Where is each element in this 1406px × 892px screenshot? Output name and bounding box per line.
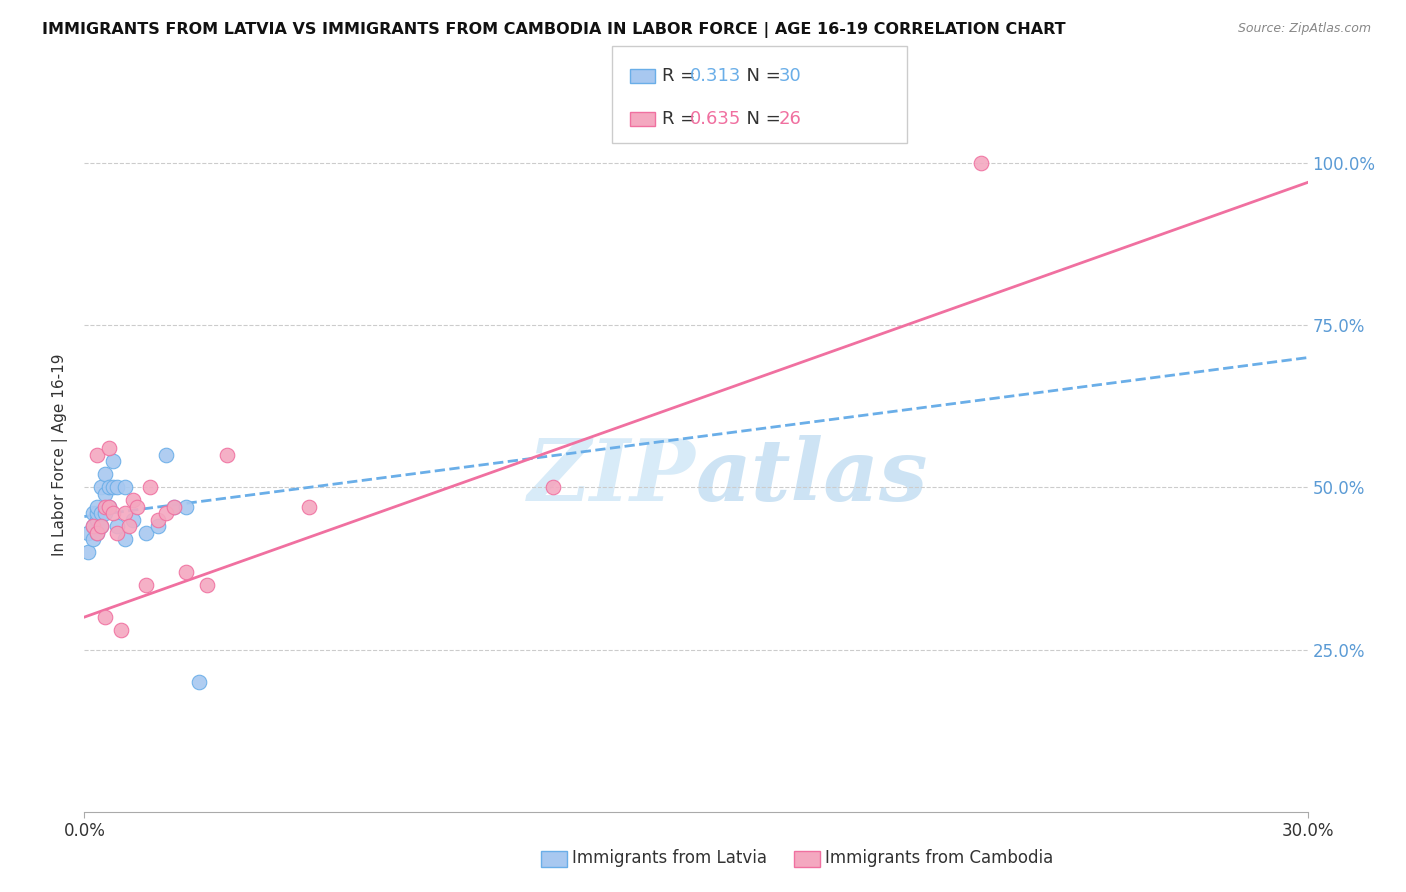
- Point: [90, 480, 112, 494]
- Text: R =: R =: [662, 110, 702, 128]
- Point: [970, 156, 993, 170]
- Point: [82, 533, 104, 547]
- Text: N =: N =: [735, 110, 787, 128]
- Text: Immigrants from Cambodia: Immigrants from Cambodia: [825, 849, 1053, 867]
- Text: R =: R =: [662, 67, 702, 85]
- Text: atlas: atlas: [696, 434, 928, 518]
- Text: 30: 30: [779, 67, 801, 85]
- Point: [93, 467, 117, 482]
- Text: 0.635: 0.635: [690, 110, 742, 128]
- Point: [101, 454, 124, 468]
- Point: [114, 480, 136, 494]
- Point: [138, 480, 160, 494]
- Point: [97, 500, 120, 514]
- Point: [93, 500, 117, 514]
- Point: [195, 577, 218, 591]
- Point: [155, 448, 177, 462]
- Point: [97, 500, 120, 514]
- Text: N =: N =: [735, 67, 787, 85]
- Point: [97, 442, 120, 456]
- Point: [146, 513, 169, 527]
- Point: [114, 533, 136, 547]
- Point: [155, 506, 177, 520]
- Point: [97, 480, 120, 494]
- Point: [86, 448, 108, 462]
- Point: [105, 519, 128, 533]
- Point: [90, 519, 112, 533]
- Point: [82, 519, 104, 533]
- Text: Immigrants from Latvia: Immigrants from Latvia: [572, 849, 768, 867]
- Point: [82, 519, 104, 533]
- Point: [93, 506, 117, 520]
- Point: [122, 513, 145, 527]
- Point: [187, 675, 209, 690]
- Point: [86, 513, 108, 527]
- Point: [543, 480, 565, 494]
- Point: [77, 545, 100, 559]
- Point: [122, 493, 145, 508]
- Point: [86, 525, 108, 540]
- Point: [135, 577, 157, 591]
- Point: [93, 610, 117, 624]
- Point: [163, 500, 186, 514]
- Point: [105, 525, 128, 540]
- Point: [90, 519, 112, 533]
- Text: 26: 26: [779, 110, 801, 128]
- Point: [77, 525, 100, 540]
- Point: [93, 487, 117, 501]
- Point: [82, 506, 104, 520]
- Text: 0.313: 0.313: [690, 67, 742, 85]
- Point: [217, 448, 239, 462]
- Text: ZIP: ZIP: [529, 434, 696, 518]
- Point: [118, 519, 141, 533]
- Point: [135, 525, 157, 540]
- Point: [86, 525, 108, 540]
- Point: [110, 623, 132, 637]
- Point: [298, 500, 321, 514]
- Point: [90, 506, 112, 520]
- Point: [127, 500, 149, 514]
- Point: [86, 506, 108, 520]
- Point: [86, 500, 108, 514]
- Text: IMMIGRANTS FROM LATVIA VS IMMIGRANTS FROM CAMBODIA IN LABOR FORCE | AGE 16-19 CO: IMMIGRANTS FROM LATVIA VS IMMIGRANTS FRO…: [42, 22, 1066, 38]
- Text: Source: ZipAtlas.com: Source: ZipAtlas.com: [1237, 22, 1371, 36]
- Point: [105, 480, 128, 494]
- Point: [101, 506, 124, 520]
- Point: [176, 565, 198, 579]
- Point: [176, 500, 198, 514]
- Point: [163, 500, 186, 514]
- Point: [146, 519, 169, 533]
- Y-axis label: In Labor Force | Age 16-19: In Labor Force | Age 16-19: [52, 353, 69, 557]
- Point: [114, 506, 136, 520]
- Point: [101, 480, 124, 494]
